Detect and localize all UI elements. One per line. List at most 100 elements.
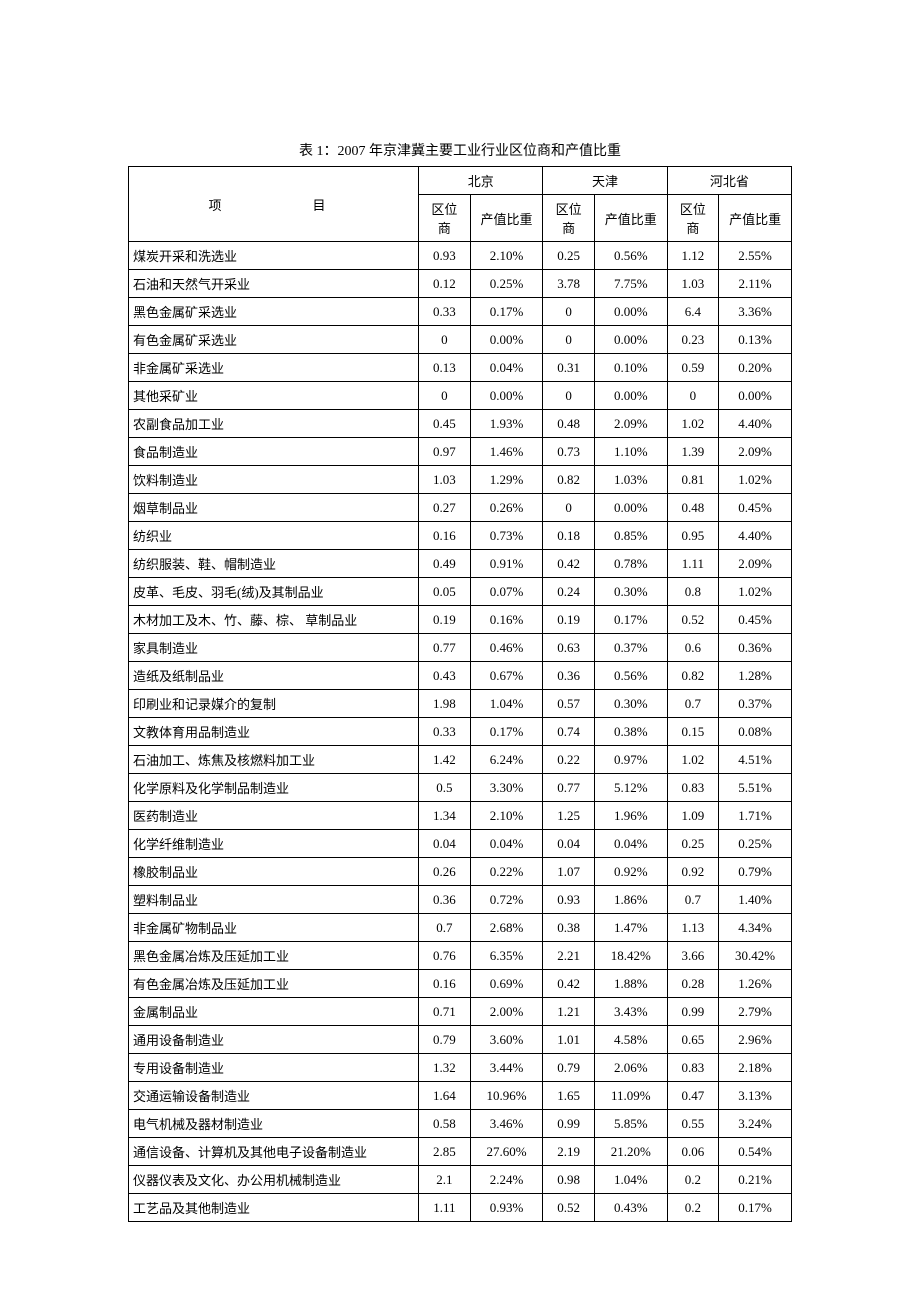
row-label: 有色金属冶炼及压延加工业 bbox=[129, 970, 419, 998]
data-cell: 0.74 bbox=[543, 718, 595, 746]
data-cell: 0.33 bbox=[419, 298, 471, 326]
row-label: 其他采矿业 bbox=[129, 382, 419, 410]
data-cell: 0.24 bbox=[543, 578, 595, 606]
data-cell: 0.13 bbox=[419, 354, 471, 382]
data-cell: 4.58% bbox=[594, 1026, 667, 1054]
data-cell: 6.35% bbox=[470, 942, 543, 970]
data-cell: 0 bbox=[419, 326, 471, 354]
data-cell: 2.1 bbox=[419, 1166, 471, 1194]
data-cell: 0.18 bbox=[543, 522, 595, 550]
data-cell: 0.82 bbox=[543, 466, 595, 494]
data-cell: 0.71 bbox=[419, 998, 471, 1026]
data-cell: 5.85% bbox=[594, 1110, 667, 1138]
data-cell: 0.78% bbox=[594, 550, 667, 578]
data-cell: 1.11 bbox=[667, 550, 719, 578]
table-row: 专用设备制造业1.323.44%0.792.06%0.832.18% bbox=[129, 1054, 792, 1082]
data-cell: 0.06 bbox=[667, 1138, 719, 1166]
data-cell: 0.04% bbox=[594, 830, 667, 858]
data-cell: 1.29% bbox=[470, 466, 543, 494]
data-cell: 0 bbox=[667, 382, 719, 410]
data-cell: 2.79% bbox=[719, 998, 792, 1026]
data-cell: 1.07 bbox=[543, 858, 595, 886]
table-row: 石油和天然气开采业0.120.25%3.787.75%1.032.11% bbox=[129, 270, 792, 298]
data-cell: 3.78 bbox=[543, 270, 595, 298]
data-cell: 0.00% bbox=[594, 382, 667, 410]
row-label: 工艺品及其他制造业 bbox=[129, 1194, 419, 1222]
table-row: 电气机械及器材制造业0.583.46%0.995.85%0.553.24% bbox=[129, 1110, 792, 1138]
data-cell: 1.21 bbox=[543, 998, 595, 1026]
data-cell: 0.91% bbox=[470, 550, 543, 578]
row-label: 交通运输设备制造业 bbox=[129, 1082, 419, 1110]
data-cell: 1.93% bbox=[470, 410, 543, 438]
data-cell: 0.00% bbox=[594, 298, 667, 326]
data-cell: 1.03 bbox=[667, 270, 719, 298]
data-cell: 3.30% bbox=[470, 774, 543, 802]
data-cell: 0.52 bbox=[667, 606, 719, 634]
data-cell: 0.42 bbox=[543, 970, 595, 998]
data-cell: 0.19 bbox=[419, 606, 471, 634]
header-sub-1-0: 区位商 bbox=[543, 195, 595, 242]
table-row: 文教体育用品制造业0.330.17%0.740.38%0.150.08% bbox=[129, 718, 792, 746]
row-label: 医药制造业 bbox=[129, 802, 419, 830]
row-label: 化学原料及化学制品制造业 bbox=[129, 774, 419, 802]
data-cell: 1.02 bbox=[667, 746, 719, 774]
data-cell: 0.2 bbox=[667, 1166, 719, 1194]
table-row: 石油加工、炼焦及核燃料加工业1.426.24%0.220.97%1.024.51… bbox=[129, 746, 792, 774]
data-cell: 1.39 bbox=[667, 438, 719, 466]
header-sub-2-0: 区位商 bbox=[667, 195, 719, 242]
table-row: 非金属矿物制品业0.72.68%0.381.47%1.134.34% bbox=[129, 914, 792, 942]
table-title: 表 1：2007 年京津冀主要工业行业区位商和产值比重 bbox=[128, 140, 792, 160]
data-cell: 0.31 bbox=[543, 354, 595, 382]
data-cell: 0.2 bbox=[667, 1194, 719, 1222]
data-cell: 0.04 bbox=[543, 830, 595, 858]
data-cell: 3.36% bbox=[719, 298, 792, 326]
table-row: 通信设备、计算机及其他电子设备制造业2.8527.60%2.1921.20%0.… bbox=[129, 1138, 792, 1166]
data-cell: 0.42 bbox=[543, 550, 595, 578]
data-cell: 0.25 bbox=[667, 830, 719, 858]
data-cell: 1.13 bbox=[667, 914, 719, 942]
data-cell: 3.46% bbox=[470, 1110, 543, 1138]
data-cell: 0.7 bbox=[667, 690, 719, 718]
data-cell: 1.02% bbox=[719, 578, 792, 606]
data-cell: 0.5 bbox=[419, 774, 471, 802]
data-cell: 0.7 bbox=[667, 886, 719, 914]
data-cell: 0.16% bbox=[470, 606, 543, 634]
data-cell: 0.05 bbox=[419, 578, 471, 606]
data-cell: 2.24% bbox=[470, 1166, 543, 1194]
data-cell: 0.95 bbox=[667, 522, 719, 550]
data-cell: 3.13% bbox=[719, 1082, 792, 1110]
data-cell: 0.7 bbox=[419, 914, 471, 942]
data-cell: 0 bbox=[543, 326, 595, 354]
table-row: 非金属矿采选业0.130.04%0.310.10%0.590.20% bbox=[129, 354, 792, 382]
row-label: 金属制品业 bbox=[129, 998, 419, 1026]
data-cell: 1.71% bbox=[719, 802, 792, 830]
data-cell: 0.83 bbox=[667, 1054, 719, 1082]
data-cell: 1.03% bbox=[594, 466, 667, 494]
data-cell: 2.18% bbox=[719, 1054, 792, 1082]
row-label: 通用设备制造业 bbox=[129, 1026, 419, 1054]
data-cell: 0.79 bbox=[419, 1026, 471, 1054]
data-cell: 1.04% bbox=[594, 1166, 667, 1194]
data-cell: 30.42% bbox=[719, 942, 792, 970]
data-cell: 0.45 bbox=[419, 410, 471, 438]
table-row: 印刷业和记录媒介的复制1.981.04%0.570.30%0.70.37% bbox=[129, 690, 792, 718]
row-label: 塑料制品业 bbox=[129, 886, 419, 914]
row-label: 非金属矿物制品业 bbox=[129, 914, 419, 942]
data-cell: 0.17% bbox=[719, 1194, 792, 1222]
data-cell: 2.96% bbox=[719, 1026, 792, 1054]
data-cell: 0.17% bbox=[594, 606, 667, 634]
table-row: 黑色金属冶炼及压延加工业0.766.35%2.2118.42%3.6630.42… bbox=[129, 942, 792, 970]
data-cell: 1.03 bbox=[419, 466, 471, 494]
data-cell: 0.55 bbox=[667, 1110, 719, 1138]
data-cell: 0.92 bbox=[667, 858, 719, 886]
data-cell: 0.36 bbox=[419, 886, 471, 914]
data-cell: 0.04% bbox=[470, 354, 543, 382]
row-label: 煤炭开采和洗选业 bbox=[129, 242, 419, 270]
row-label: 通信设备、计算机及其他电子设备制造业 bbox=[129, 1138, 419, 1166]
header-sub-0-1: 产值比重 bbox=[470, 195, 543, 242]
data-cell: 4.40% bbox=[719, 522, 792, 550]
data-cell: 0.76 bbox=[419, 942, 471, 970]
row-label: 食品制造业 bbox=[129, 438, 419, 466]
data-cell: 4.40% bbox=[719, 410, 792, 438]
table-row: 皮革、毛皮、羽毛(绒)及其制品业0.050.07%0.240.30%0.81.0… bbox=[129, 578, 792, 606]
